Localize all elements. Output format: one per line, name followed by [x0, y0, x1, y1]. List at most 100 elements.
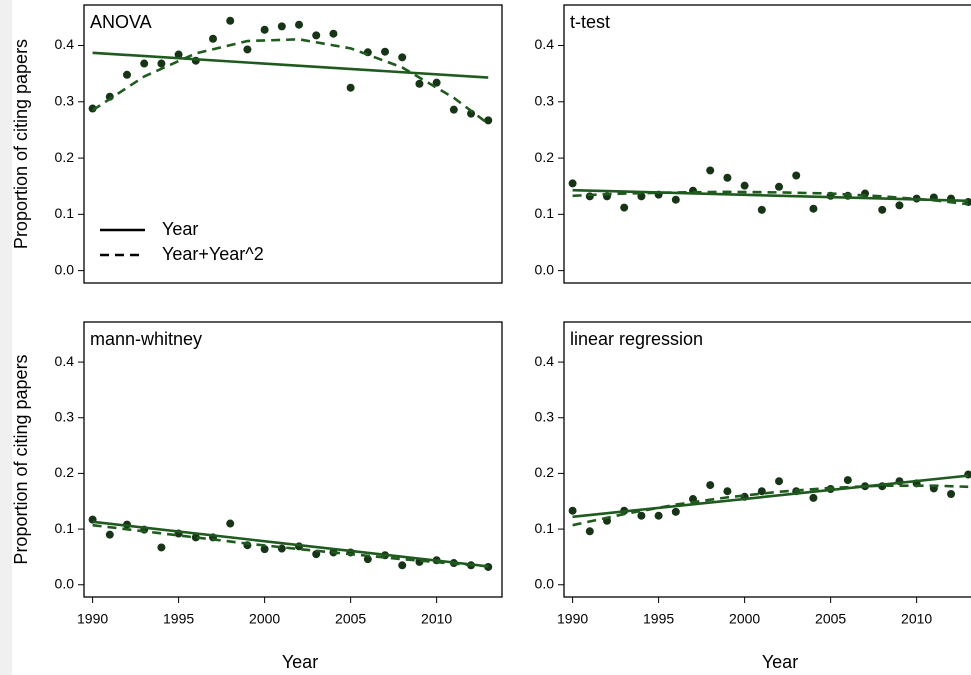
data-point [671, 195, 680, 204]
y-tick-label: 0.2 [535, 464, 555, 480]
y-tick-label: 0.1 [55, 205, 75, 221]
x-tick-label: 2010 [901, 611, 932, 627]
y-tick-label: 0.1 [535, 205, 555, 221]
data-point [449, 105, 458, 114]
plot-area [88, 16, 493, 125]
panel-title: mann-whitney [90, 329, 202, 349]
plot-area [88, 515, 493, 571]
data-point [105, 530, 114, 539]
data-point [243, 45, 252, 54]
data-point [671, 507, 680, 516]
fit-line [572, 190, 969, 206]
legend-label: Year [162, 219, 198, 239]
data-point [157, 543, 166, 552]
y-tick-label: 0.2 [55, 464, 75, 480]
y-tick-label: 0.0 [55, 261, 75, 277]
y-tick-label: 0.0 [535, 575, 555, 591]
data-point [723, 487, 732, 496]
data-point [706, 481, 715, 490]
data-point [723, 173, 732, 182]
y-tick-label: 0.2 [535, 149, 555, 165]
data-point [809, 493, 818, 502]
fit-line [572, 484, 969, 527]
x-tick-label: 1990 [557, 611, 588, 627]
y-tick-label: 0.4 [535, 353, 555, 369]
data-point [295, 20, 304, 29]
data-point [398, 561, 407, 570]
data-point [654, 511, 663, 520]
data-point [381, 47, 390, 56]
x-tick-label: 2010 [421, 611, 452, 627]
data-point [620, 203, 629, 212]
plot-area [568, 166, 971, 214]
data-point [346, 83, 355, 92]
panel-title: linear regression [570, 329, 703, 349]
legend-label: Year+Year^2 [162, 244, 264, 264]
fit-line [92, 520, 489, 568]
x-tick-label: 1995 [163, 611, 194, 627]
data-point [174, 50, 183, 59]
fit-line [92, 523, 489, 568]
fit-line [572, 474, 969, 519]
y-tick-label: 0.1 [55, 520, 75, 536]
fit-line [92, 51, 489, 79]
y-tick-label: 0.4 [55, 353, 75, 369]
side-strip [0, 0, 12, 675]
data-point [637, 511, 646, 520]
y-tick-label: 0.3 [55, 408, 75, 424]
data-point [585, 527, 594, 536]
data-point [312, 31, 321, 40]
y-axis-label: Proportion of citing papers [11, 39, 31, 249]
x-tick-label: 2000 [729, 611, 760, 627]
x-tick-label: 1995 [643, 611, 674, 627]
y-tick-label: 0.0 [55, 575, 75, 591]
data-point [757, 205, 766, 214]
x-axis-label: Year [762, 652, 798, 672]
y-tick-label: 0.3 [535, 92, 555, 108]
y-tick-label: 0.3 [55, 92, 75, 108]
data-point [157, 59, 166, 68]
data-point [568, 179, 577, 188]
data-point [947, 490, 956, 499]
y-tick-label: 0.4 [535, 36, 555, 52]
x-tick-label: 2005 [815, 611, 846, 627]
data-point [415, 79, 424, 88]
data-point [895, 201, 904, 210]
y-tick-label: 0.4 [55, 36, 75, 52]
data-point [585, 192, 594, 201]
data-point [757, 487, 766, 496]
data-point [363, 555, 372, 564]
plot-box [563, 321, 971, 598]
y-tick-label: 0.3 [535, 408, 555, 424]
data-point [775, 477, 784, 486]
data-point [775, 182, 784, 191]
y-axis-label: Proportion of citing papers [11, 354, 31, 564]
data-point [123, 70, 132, 79]
y-tick-label: 0.2 [55, 149, 75, 165]
fit-line [91, 38, 490, 125]
data-point [484, 116, 493, 125]
x-tick-label: 2005 [335, 611, 366, 627]
data-point [568, 506, 577, 515]
data-point [706, 166, 715, 175]
data-point [209, 34, 218, 43]
data-point [740, 181, 749, 190]
data-point [329, 29, 338, 38]
x-tick-label: 2000 [249, 611, 280, 627]
panel-title: ANOVA [90, 12, 152, 32]
plot-area [568, 470, 971, 536]
data-point [432, 78, 441, 87]
y-tick-label: 0.0 [535, 261, 555, 277]
data-point [398, 53, 407, 62]
data-point [260, 545, 269, 554]
x-axis-label: Year [282, 652, 318, 672]
plot-box [83, 4, 503, 284]
data-point [277, 22, 286, 31]
data-point [140, 59, 149, 68]
panel-title: t-test [570, 12, 610, 32]
data-point [226, 519, 235, 528]
data-point [878, 205, 887, 214]
data-point [88, 104, 97, 113]
data-point [191, 533, 200, 542]
